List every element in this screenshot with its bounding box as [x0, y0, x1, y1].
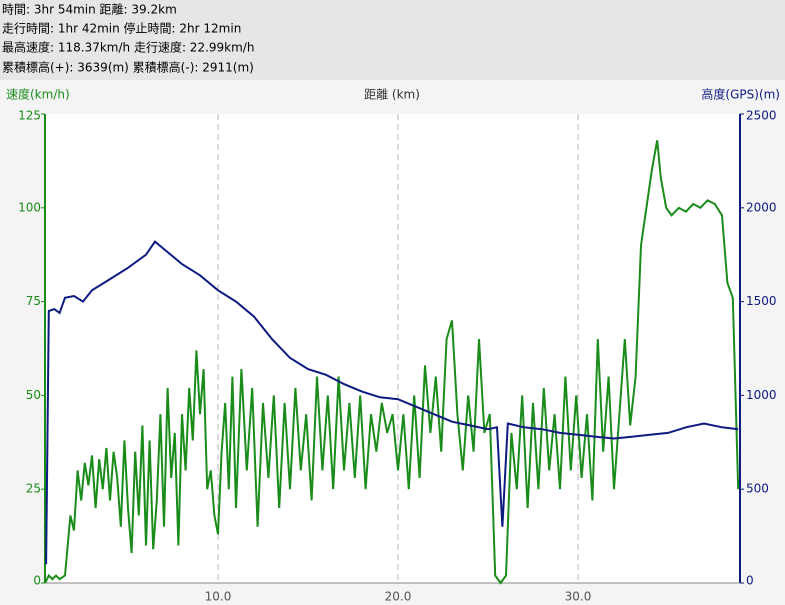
y2-tick-label: 1500: [746, 294, 777, 308]
x-tick-label: 30.0: [565, 590, 592, 604]
header-line: 累積標高(+): 3639(m) 累積標高(-): 2911(m): [2, 60, 254, 75]
y2-tick-label: 2500: [746, 109, 777, 123]
x-tick-label: 10.0: [205, 590, 232, 604]
header-line: 時間: 3hr 54min 距離: 39.2km: [2, 3, 177, 17]
y2-tick-label: 1000: [746, 388, 777, 402]
y2-tick-label: 500: [746, 482, 769, 496]
y2-axis-label: 高度(GPS)(m): [701, 87, 780, 102]
y-tick-label: 0: [33, 574, 41, 588]
y-tick-label: 50: [26, 388, 41, 402]
y-tick-label: 75: [26, 294, 41, 308]
header-line: 最高速度: 118.37km/h 走行速度: 22.99km/h: [2, 40, 254, 55]
y-tick-label: 125: [18, 109, 41, 123]
plot-bg: [45, 114, 740, 583]
y2-tick-label: 0: [746, 574, 754, 588]
x-tick-label: 20.0: [385, 590, 412, 604]
header-line: 走行時間: 1hr 42min 停止時間: 2hr 12min: [2, 21, 241, 36]
y-axis-label: 速度(km/h): [6, 87, 70, 102]
header-bg: [0, 0, 785, 80]
y-tick-label: 100: [18, 200, 41, 214]
x-axis-label: 距離 (km): [364, 88, 420, 102]
y-tick-label: 25: [26, 482, 41, 496]
series-line: [44, 140, 740, 585]
y2-tick-label: 2000: [746, 200, 777, 214]
series-line: [45, 240, 739, 565]
